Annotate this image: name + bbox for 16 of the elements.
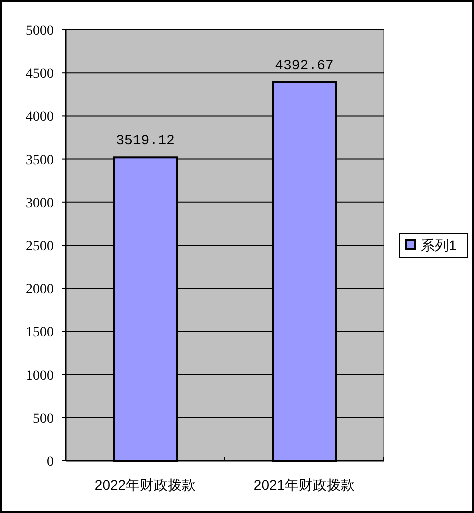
y-tick-label: 1500 bbox=[26, 326, 54, 341]
legend-label: 系列1 bbox=[421, 238, 457, 254]
y-tick-label: 500 bbox=[33, 412, 54, 427]
data-label: 3519.12 bbox=[116, 134, 175, 150]
x-tick-label: 2022年财政拨款 bbox=[94, 477, 196, 493]
y-tick-label: 2500 bbox=[26, 240, 54, 254]
y-tick-label: 1000 bbox=[26, 368, 54, 384]
x-tick-label: 2021年财政拨款 bbox=[254, 477, 356, 493]
y-tick-label: 4500 bbox=[26, 67, 54, 82]
y-tick-label: 3000 bbox=[26, 196, 54, 212]
data-label: 4392.67 bbox=[275, 58, 334, 74]
y-tick-label: 3500 bbox=[26, 153, 54, 168]
y-tick-label: 4000 bbox=[26, 110, 54, 126]
y-tick-label: 5000 bbox=[26, 24, 54, 39]
y-tick-label: 2000 bbox=[26, 282, 54, 298]
y-tick-label: 0 bbox=[47, 455, 54, 470]
